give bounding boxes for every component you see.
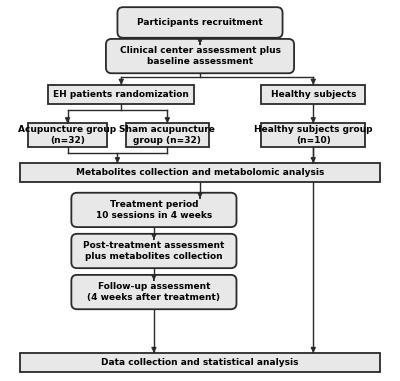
FancyBboxPatch shape — [48, 85, 194, 104]
FancyBboxPatch shape — [262, 123, 365, 147]
Text: EH patients randomization: EH patients randomization — [53, 90, 189, 99]
Text: Healthy subjects group
(n=10): Healthy subjects group (n=10) — [254, 125, 372, 145]
Text: Clinical center assessment plus
baseline assessment: Clinical center assessment plus baseline… — [120, 46, 280, 66]
Text: Sham acupuncture
group (n=32): Sham acupuncture group (n=32) — [120, 125, 215, 145]
FancyBboxPatch shape — [28, 123, 107, 147]
FancyBboxPatch shape — [126, 123, 209, 147]
FancyBboxPatch shape — [71, 193, 236, 227]
Text: Participants recruitment: Participants recruitment — [137, 18, 263, 27]
Text: Acupuncture group
(n=32): Acupuncture group (n=32) — [18, 125, 116, 145]
FancyBboxPatch shape — [106, 39, 294, 73]
Text: Treatment period
10 sessions in 4 weeks: Treatment period 10 sessions in 4 weeks — [96, 200, 212, 220]
FancyBboxPatch shape — [20, 353, 380, 371]
Text: Post-treatment assessment
plus metabolites collection: Post-treatment assessment plus metabolit… — [83, 241, 225, 261]
Text: Metabolites collection and metabolomic analysis: Metabolites collection and metabolomic a… — [76, 168, 324, 177]
FancyBboxPatch shape — [20, 163, 380, 182]
Text: Follow-up assessment
(4 weeks after treatment): Follow-up assessment (4 weeks after trea… — [88, 282, 220, 302]
FancyBboxPatch shape — [262, 85, 365, 104]
FancyBboxPatch shape — [71, 234, 236, 268]
FancyBboxPatch shape — [118, 7, 282, 38]
Text: Healthy subjects: Healthy subjects — [270, 90, 356, 99]
FancyBboxPatch shape — [71, 275, 236, 309]
Text: Data collection and statistical analysis: Data collection and statistical analysis — [101, 358, 299, 367]
